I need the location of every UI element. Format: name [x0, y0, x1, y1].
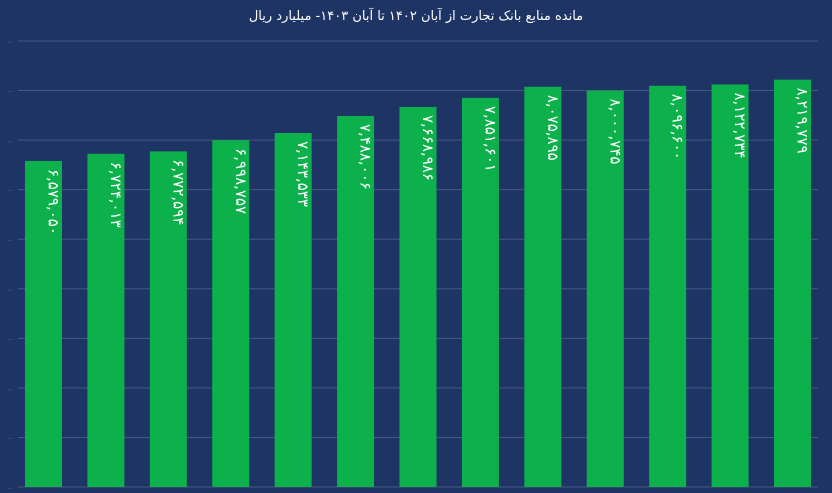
bar — [149, 151, 187, 487]
bar-value-label: ۷,۸۵۱,۶۰۱ — [481, 106, 499, 172]
bar-value-labels: ۶,۵۷۹,۰۵۰ ۶,۷۲۴,۰۱۳ ۶,۷۷۲,۵۹۴ ۶,۹۹۸,۷۵۷ ۷,۱۴… — [45, 88, 812, 235]
bar — [524, 86, 562, 487]
bar-value-label: ۶,۵۷۹,۰۵۰ — [45, 169, 63, 235]
bar-value-label: ۸,۰۷۵,۸۹۵ — [544, 95, 562, 161]
y-tick-label: ... — [8, 336, 12, 341]
bar — [212, 140, 250, 487]
bar-value-label: ۷,۱۴۳,۵۳۳ — [294, 141, 312, 207]
y-axis-ticks: .............................. — [8, 39, 12, 490]
bar — [461, 97, 499, 488]
bar — [337, 115, 375, 487]
y-tick-label: ... — [8, 88, 12, 93]
bar-value-label: ۸,۱۲۲,۷۳۴ — [731, 92, 749, 158]
bar — [274, 132, 312, 487]
bar-value-label: ۷,۶۶۸,۹۸۶ — [419, 115, 437, 181]
y-tick-label: ... — [8, 187, 12, 192]
y-tick-label: ... — [8, 485, 12, 490]
y-tick-label: ... — [8, 385, 12, 390]
bar — [774, 79, 811, 488]
y-tick-label: ... — [8, 435, 12, 440]
bar-value-label: ۶,۷۷۲,۵۹۴ — [169, 159, 187, 225]
y-tick-label: ... — [8, 286, 12, 291]
bar — [399, 106, 437, 487]
bar-value-label: ۸,۰۹۶,۶۰۰ — [669, 94, 687, 160]
bar-value-label: ۶,۷۲۴,۰۱۳ — [107, 162, 125, 228]
bars — [25, 79, 811, 488]
bar-value-label: ۸,۲۱۹,۷۷۹ — [794, 88, 812, 154]
bar — [87, 153, 125, 488]
bar-value-label: ۸,۰۰۰,۷۴۵ — [606, 99, 624, 165]
y-tick-label: ... — [8, 237, 12, 242]
bar — [25, 160, 62, 487]
y-tick-label: ... — [8, 138, 12, 143]
y-tick-label: ... — [8, 39, 12, 44]
bar — [649, 85, 687, 487]
bar — [586, 90, 624, 487]
bar — [711, 84, 749, 488]
chart-title: مانده منابع بانک تجارت از آبان ۱۴۰۲ تا آ… — [249, 7, 583, 24]
bar-value-label: ۶,۹۹۸,۷۵۷ — [232, 148, 250, 214]
bar-value-label: ۷,۴۸۸,۰۰۶ — [357, 124, 375, 190]
